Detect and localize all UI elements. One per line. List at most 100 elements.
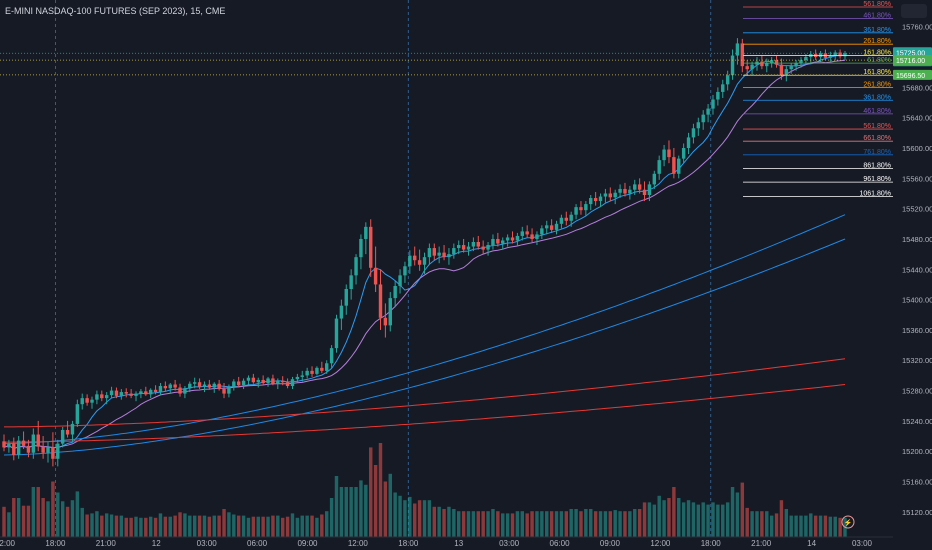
- candle-body: [2, 441, 6, 448]
- candle-body: [520, 231, 525, 236]
- y-tick-label: 15760.00: [902, 23, 932, 32]
- candle-body: [598, 196, 603, 202]
- volume-bar: [442, 509, 446, 537]
- candle-body: [359, 238, 363, 258]
- candle-body: [457, 245, 461, 249]
- x-tick-label: 18:00: [45, 539, 66, 548]
- volume-bar: [598, 511, 603, 537]
- candle-body: [266, 378, 270, 383]
- fib-level-label: 1061.80%: [859, 191, 891, 198]
- candle-body: [349, 275, 353, 289]
- volume-bar: [422, 500, 427, 537]
- fib-level-label: 61.80%: [867, 57, 891, 64]
- volume-bar: [202, 515, 207, 537]
- candle-body: [628, 189, 632, 194]
- volume-bar: [383, 481, 388, 537]
- candle-body: [173, 384, 177, 388]
- x-tick-label: 18:00: [398, 539, 419, 548]
- volume-bar: [246, 517, 251, 537]
- candle-body: [295, 376, 300, 380]
- volume-bar: [188, 515, 192, 537]
- volume-bar: [652, 504, 657, 537]
- candle-body: [158, 386, 163, 393]
- volume-bar: [633, 509, 637, 537]
- y-tick-label: 15600.00: [902, 144, 932, 153]
- candle-body: [192, 382, 197, 384]
- candle-body: [784, 69, 789, 76]
- volume-bar: [183, 513, 187, 537]
- volume-bar: [276, 515, 280, 537]
- volume-bar: [222, 509, 226, 537]
- volume-bar: [618, 511, 622, 537]
- volume-bar: [378, 443, 383, 537]
- volume-bar: [168, 516, 172, 537]
- volume-bar: [530, 511, 534, 537]
- candle-body: [109, 390, 114, 396]
- candle-body: [16, 440, 21, 455]
- fib-level-label: 661.80%: [863, 135, 891, 142]
- volume-bar: [236, 515, 241, 537]
- volume-bar: [124, 517, 128, 537]
- candle-body: [740, 43, 745, 67]
- candle-body: [26, 445, 31, 453]
- volume-bar: [251, 516, 256, 537]
- candle-body: [657, 160, 661, 174]
- candle-body: [442, 252, 446, 258]
- volume-bar: [373, 465, 378, 537]
- volume-bar: [2, 506, 6, 537]
- candle-body: [334, 318, 339, 349]
- candle-body: [471, 242, 476, 247]
- volume-bar: [740, 482, 745, 537]
- x-tick-label: 03:00: [499, 539, 520, 548]
- candle-body: [290, 379, 295, 387]
- volume-bar: [369, 447, 373, 537]
- volume-bar: [838, 517, 842, 537]
- volume-bar: [574, 509, 578, 537]
- volume-bar: [80, 507, 84, 537]
- candle-body: [711, 99, 715, 109]
- x-tick-label: 12: [152, 539, 161, 548]
- candle-body: [828, 55, 833, 58]
- volume-bar: [833, 516, 837, 537]
- candle-body: [447, 254, 451, 258]
- volume-bar: [46, 501, 50, 537]
- candle-body: [696, 122, 701, 129]
- volume-bar: [457, 511, 461, 537]
- chart-title: E-MINI NASDAQ-100 FUTURES (SEP 2023), 15…: [5, 6, 226, 16]
- volume-bar: [427, 500, 432, 537]
- moving-average-600-line: [4, 384, 846, 443]
- price-axis-background: [893, 0, 932, 550]
- volume-bar: [26, 505, 31, 537]
- candle-body: [427, 248, 432, 258]
- volume-bar: [95, 511, 99, 537]
- y-tick-label: 15400.00: [902, 296, 932, 305]
- volume-bar: [520, 511, 525, 537]
- volume-bar: [413, 503, 417, 537]
- volume-bar: [85, 514, 89, 537]
- volume-bar: [158, 513, 163, 537]
- volume-bar: [672, 487, 676, 537]
- volume-bar: [232, 514, 236, 537]
- candle-body: [119, 392, 124, 396]
- x-tick-label: 21:00: [96, 539, 117, 548]
- candle-body: [36, 434, 40, 447]
- candle-body: [261, 379, 265, 383]
- volume-bar: [711, 502, 715, 537]
- volume-bar: [329, 498, 334, 537]
- candle-body: [153, 389, 158, 393]
- candle-body: [178, 387, 182, 394]
- volume-bar: [501, 513, 505, 537]
- candle-body: [535, 234, 539, 239]
- volume-bar: [613, 510, 617, 537]
- candle-body: [652, 173, 657, 185]
- volume-bar: [765, 511, 769, 537]
- volume-bar: [148, 516, 153, 537]
- volume-bar: [505, 513, 510, 537]
- volume-bar: [300, 515, 304, 537]
- volume-bar: [144, 517, 148, 537]
- candle-body: [716, 91, 720, 100]
- candle-body: [31, 434, 36, 453]
- candle-body: [305, 370, 309, 376]
- candle-body: [364, 226, 368, 239]
- candle-body: [525, 231, 529, 235]
